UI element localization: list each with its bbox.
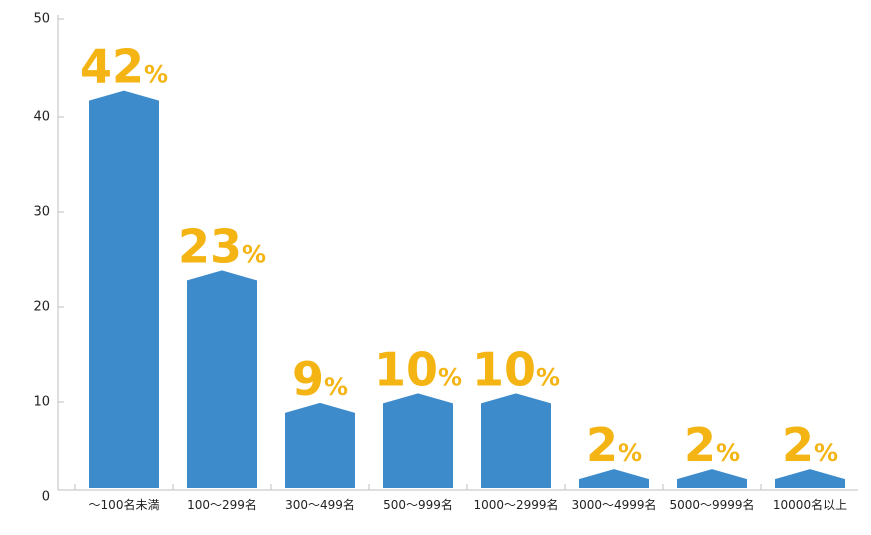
data-label: 2% [684,418,740,472]
data-label-value: 10 [472,342,536,396]
data-label-value: 2 [586,418,618,472]
data-label-unit: % [618,439,642,467]
bar [187,270,257,488]
y-tick-label: 0 [42,490,50,505]
x-tick-label: 10000名以上 [773,497,847,512]
data-label-value: 42 [80,40,144,94]
bar [775,469,845,488]
data-label: 10% [374,342,462,396]
value-labels: 42%23%9% 10% 10%2% 2% 2% [80,40,838,472]
y-tick-label: 10 [33,395,50,410]
bar [383,393,453,488]
data-label: 42% [80,40,168,94]
data-label-unit: % [242,240,266,268]
data-label-value: 2 [684,418,716,472]
y-tick-label: 40 [33,110,50,125]
data-label: 9% [292,352,348,406]
bar [481,393,551,488]
data-label-value: 23 [178,219,242,273]
x-tick-label: 3000～4999名 [571,497,656,512]
data-label: 10% [472,342,560,396]
data-label-unit: % [438,363,462,391]
data-label-unit: % [536,363,560,391]
data-label-unit: % [324,373,348,401]
y-tick-label: 50 [33,12,50,27]
data-label-value: 10 [374,342,438,396]
x-tick-label: 300～499名 [285,497,355,512]
data-label: 2% [586,418,642,472]
data-label-unit: % [144,61,168,89]
bar [579,469,649,488]
bar [677,469,747,488]
data-label-value: 9 [292,352,324,406]
y-tick-label: 20 [33,300,50,315]
x-tick-label: ～100名未満 [89,497,160,512]
x-tick-label: 100～299名 [187,497,257,512]
x-tick-label: 5000～9999名 [669,497,754,512]
bar [285,402,355,488]
data-label: 2% [782,418,838,472]
data-label-unit: % [716,439,740,467]
data-label-unit: % [814,439,838,467]
data-label-value: 2 [782,418,814,472]
category-labels: ～100名未満 100～299名 300～499名 500～999名 1000～2999… [74,484,847,512]
bar [89,90,159,489]
data-label: 23% [178,219,266,273]
bar-series [89,90,845,489]
x-tick-label: 1000～2999名 [473,497,558,512]
y-tick-label: 30 [33,205,50,220]
x-tick-label: 500～999名 [383,497,453,512]
